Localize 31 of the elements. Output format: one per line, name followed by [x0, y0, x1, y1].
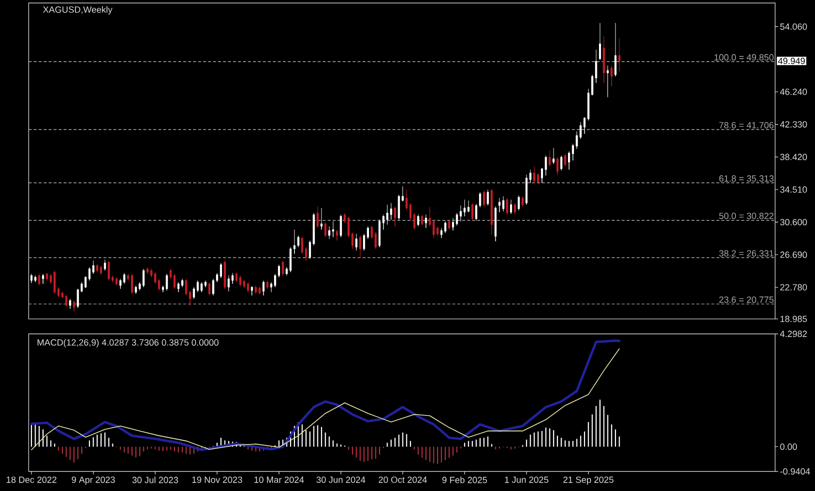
y-tick-label: 46.240	[780, 88, 807, 95]
x-tick-label: 9 Apr 2023	[72, 476, 115, 485]
y-tick-label: 42.330	[780, 121, 807, 128]
y-tick-label: 54.060	[780, 23, 807, 30]
y-tick-label: 26.690	[780, 251, 807, 258]
x-tick-label: 30 Jun 2024	[316, 476, 366, 483]
x-tick-label: 30 Jul 2023	[132, 476, 178, 484]
ref-line-label: 38.2 = 26.331	[719, 250, 774, 256]
text: 49.949	[778, 58, 805, 64]
x-tick-label: 10 Mar 2024	[254, 476, 304, 483]
ref-line-label: 50.0 = 30.822	[719, 212, 774, 219]
x-tick-label: 21 Sep 2025	[563, 476, 614, 485]
x-tick-label: 9 Feb 2025	[442, 476, 487, 484]
x-tick-label: 18 Dec 2022	[6, 476, 56, 483]
y-tick-label: -0.9404	[780, 468, 810, 474]
ref-line-label: 100.0 = 49.850	[714, 54, 774, 60]
x-tick-label: 1 Jun 2025	[505, 476, 548, 483]
y-tick-label: 0.00	[780, 443, 797, 450]
y-tick-label: 18.985	[780, 316, 807, 322]
x-tick-label: 19 Nov 2023	[192, 476, 242, 483]
ref-line-label: 78.6 = 41.706	[719, 122, 774, 128]
ref-line-label: 61.8 = 35.313	[719, 175, 774, 182]
y-tick-label: 22.780	[780, 284, 807, 290]
chart-title: XAGUSD,Weekly	[43, 6, 112, 14]
y-tick-label: 38.420	[780, 154, 807, 160]
ref-line-label: 23.6 = 20.775	[719, 296, 774, 303]
y-tick-label: 30.600	[780, 218, 807, 226]
text: MACD(12,26,9) 4.0287 3.7306 0.3875 0.0000	[38, 338, 218, 348]
x-tick-label: 20 Oct 2024	[378, 476, 427, 483]
y-tick-label: 4.2982	[780, 330, 807, 337]
y-tick-label: 34.510	[780, 186, 807, 193]
